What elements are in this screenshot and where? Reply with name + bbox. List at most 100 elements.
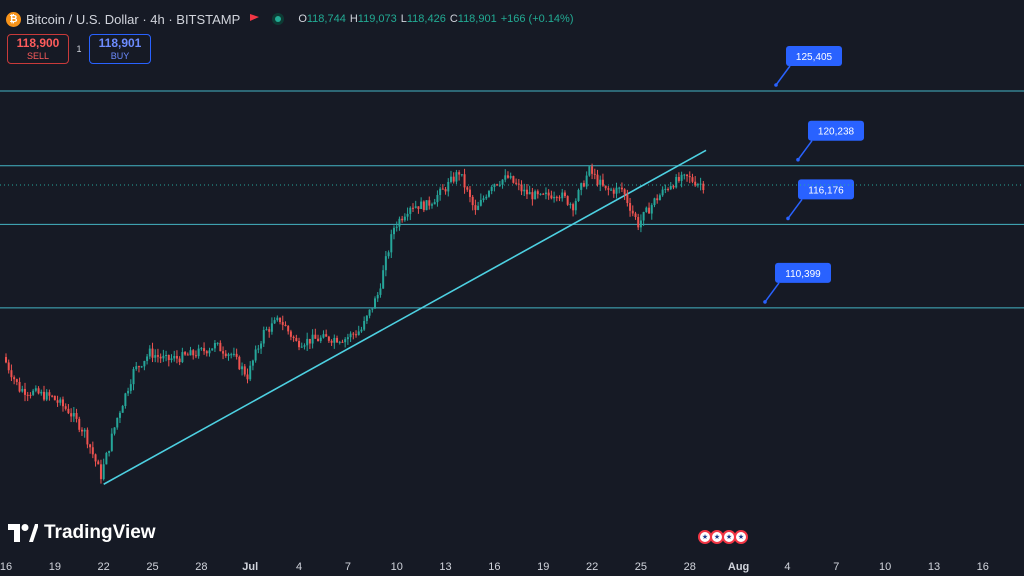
candle-body xyxy=(623,189,626,195)
candle-body xyxy=(5,357,7,363)
candle xyxy=(137,365,140,373)
candle xyxy=(580,182,583,196)
candle xyxy=(235,348,238,360)
candle-body xyxy=(268,329,271,332)
candle xyxy=(702,180,705,194)
candle xyxy=(23,382,26,402)
candle-body xyxy=(173,355,176,359)
candle xyxy=(542,192,545,195)
flag-icon[interactable] xyxy=(248,13,260,25)
candle-body xyxy=(124,393,127,407)
candle-body xyxy=(379,288,382,295)
candle xyxy=(40,389,43,396)
candle-body xyxy=(460,174,463,176)
candle xyxy=(525,184,528,199)
sell-button[interactable]: 118,900 SELL xyxy=(7,34,69,64)
candle xyxy=(447,178,450,197)
candle-body xyxy=(368,309,371,316)
candle-body xyxy=(10,370,13,378)
candle-body xyxy=(327,336,330,341)
candle-body xyxy=(48,392,51,396)
candle xyxy=(534,189,537,200)
candle xyxy=(683,173,686,180)
candle xyxy=(124,392,127,409)
candle xyxy=(165,350,168,362)
candle xyxy=(686,174,689,182)
candle xyxy=(653,197,656,208)
candle xyxy=(601,173,604,187)
candle-body xyxy=(520,184,523,192)
candle xyxy=(512,175,515,184)
candle-body xyxy=(412,207,414,209)
market-status-icon[interactable] xyxy=(272,13,285,25)
candle xyxy=(194,350,197,359)
candle xyxy=(572,202,575,217)
candle-body xyxy=(254,349,257,361)
candle xyxy=(401,215,404,223)
candle xyxy=(251,359,254,371)
candle xyxy=(336,335,339,343)
candle-body xyxy=(162,355,165,359)
candle xyxy=(121,404,124,413)
candle-body xyxy=(542,193,545,195)
candle xyxy=(186,352,189,356)
candle xyxy=(379,283,382,298)
candle xyxy=(189,346,192,356)
candle xyxy=(292,335,295,342)
candle-body xyxy=(110,433,113,451)
candle xyxy=(7,359,10,374)
candle-body xyxy=(273,320,276,324)
ohlc-readout: O118,744 H119,073 L118,426 C118,901 +166… xyxy=(298,13,573,25)
candle xyxy=(688,171,691,184)
candle-body xyxy=(401,218,404,221)
candle xyxy=(143,360,146,371)
candle xyxy=(338,340,341,345)
candle-body xyxy=(604,185,607,189)
candle-body xyxy=(154,355,157,358)
candle xyxy=(563,190,566,199)
candle-body xyxy=(393,227,396,235)
candle-body xyxy=(317,338,320,342)
candle xyxy=(455,169,458,185)
candle-body xyxy=(346,337,349,340)
candle-body xyxy=(99,464,102,480)
candle-body xyxy=(406,213,409,217)
callout-label: 120,238 xyxy=(818,127,855,138)
candle-body xyxy=(227,354,230,357)
spread-value: 1 xyxy=(76,44,82,54)
candle-body xyxy=(260,343,263,349)
buy-button[interactable]: 118,901 BUY xyxy=(89,34,151,64)
candle-body xyxy=(319,337,322,342)
candle-body xyxy=(333,337,336,343)
candle xyxy=(631,205,634,217)
candle-body xyxy=(61,399,64,407)
candle xyxy=(607,186,610,196)
symbol-title[interactable]: Bitcoin / U.S. Dollar · 4h · BITSTAMP xyxy=(26,11,241,27)
candle xyxy=(227,352,230,361)
ohlc-close: C118,901 xyxy=(449,13,497,25)
candle-body xyxy=(637,217,640,228)
candle-body xyxy=(129,384,132,391)
economic-events[interactable]: ★ ★ ★ ★ xyxy=(698,530,748,544)
event-flag-icon[interactable]: ★ xyxy=(734,530,748,544)
candle xyxy=(289,329,292,341)
candle-body xyxy=(539,193,542,195)
candle xyxy=(612,187,615,198)
candle-body xyxy=(585,175,588,187)
candle xyxy=(604,185,607,191)
candle-body xyxy=(224,353,227,357)
candle xyxy=(349,331,352,343)
candle xyxy=(618,186,621,194)
candle-body xyxy=(40,391,43,394)
candle xyxy=(428,196,431,210)
candle xyxy=(224,350,227,358)
candle xyxy=(444,187,447,195)
candle-body xyxy=(18,381,21,392)
tradingview-logo[interactable]: TradingView xyxy=(8,522,156,544)
candle xyxy=(108,450,111,457)
candle xyxy=(249,361,252,382)
candle xyxy=(691,173,694,184)
candle xyxy=(629,197,632,217)
candle-body xyxy=(146,356,149,361)
